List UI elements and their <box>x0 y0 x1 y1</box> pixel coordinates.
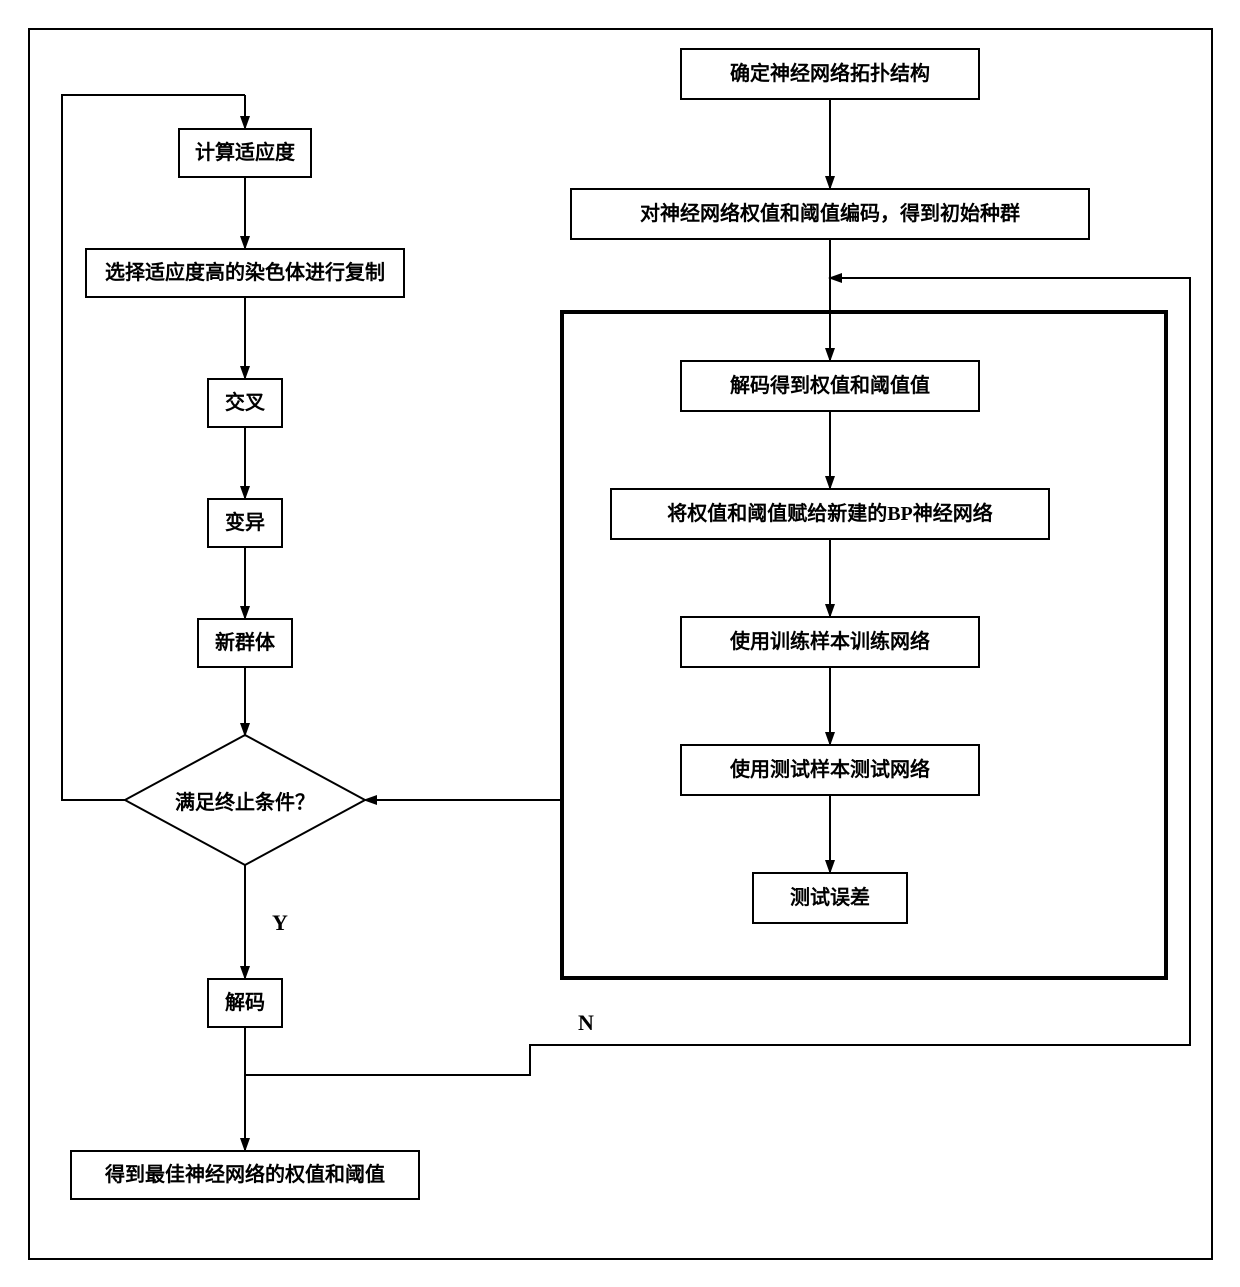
flowchart-canvas: 计算适应度选择适应度高的染色体进行复制交叉变异新群体满足终止条件？ 解码得到最佳神… <box>0 0 1240 1287</box>
node-r2_encode: 对神经网络权值和阈值编码，得到初始种群 <box>570 188 1090 240</box>
label-N: N <box>578 1010 594 1036</box>
node-r1_topology: 确定神经网络拓扑结构 <box>680 48 980 100</box>
node-n4_mutate: 变异 <box>207 498 283 548</box>
node-n8_result: 得到最佳神经网络的权值和阈值 <box>70 1150 420 1200</box>
node-n6_decision-label: 满足终止条件？ <box>125 786 365 815</box>
node-n1_calc_fitness: 计算适应度 <box>178 128 312 178</box>
thick-group-box <box>560 310 1168 980</box>
node-n7_decode: 解码 <box>207 978 283 1028</box>
node-n5_newpop: 新群体 <box>197 618 293 668</box>
node-n2_select: 选择适应度高的染色体进行复制 <box>85 248 405 298</box>
node-n3_crossover: 交叉 <box>207 378 283 428</box>
label-Y: Y <box>272 910 288 936</box>
